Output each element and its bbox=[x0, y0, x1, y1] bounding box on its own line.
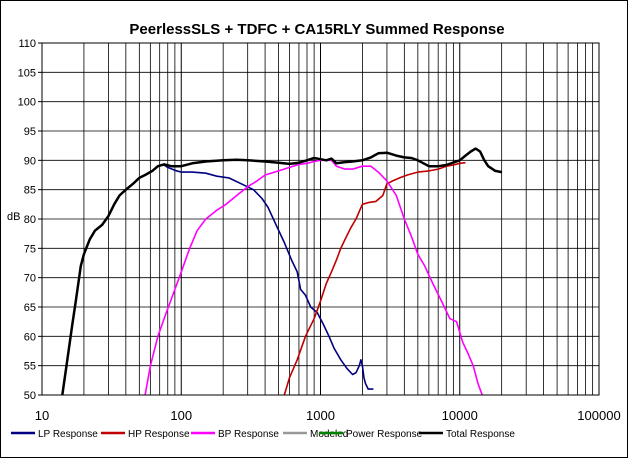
total-response-line bbox=[61, 147, 502, 395]
gridlines bbox=[42, 43, 599, 395]
y-tick-label: 55 bbox=[24, 361, 36, 373]
y-tick-label: 60 bbox=[24, 331, 36, 343]
legend: LP Response HP Response BP Response Modeled… bbox=[11, 429, 515, 440]
x-tick-label: 100000 bbox=[577, 408, 620, 423]
y-tick-label: 100 bbox=[18, 97, 36, 109]
legend-label-power-response: Power Response bbox=[346, 429, 423, 440]
y-tick-label: 105 bbox=[18, 67, 36, 79]
chart-title: PeerlessSLS + TDFC + CA15RLY Summed Resp… bbox=[129, 21, 504, 38]
y-tick-label: 95 bbox=[24, 126, 36, 138]
x-tick-label: 10 bbox=[35, 408, 49, 423]
legend-label-hp-response: HP Response bbox=[128, 429, 190, 440]
y-tick-label: 75 bbox=[24, 243, 36, 255]
legend-label-modeled: Modeled bbox=[310, 429, 348, 440]
y-tick-label: 85 bbox=[24, 185, 36, 197]
y-tick-label: 70 bbox=[24, 273, 36, 285]
x-tick-label: 1000 bbox=[306, 408, 335, 423]
legend-label-bp-response: BP Response bbox=[218, 429, 279, 440]
y-axis-ticks: 50 55 60 65 70 75 80 85 90 95 100 105 110 bbox=[18, 38, 42, 402]
series-lines bbox=[61, 147, 502, 395]
x-axis-ticks: 10 100 1000 10000 100000 bbox=[35, 408, 621, 423]
y-tick-label: 90 bbox=[24, 155, 36, 167]
y-tick-label: 50 bbox=[24, 390, 36, 402]
y-tick-label: 80 bbox=[24, 214, 36, 226]
y-tick-label: 110 bbox=[18, 38, 36, 50]
x-tick-label: 100 bbox=[170, 408, 192, 423]
x-tick-label: 10000 bbox=[442, 408, 478, 423]
y-axis-label: dB bbox=[7, 211, 20, 223]
legend-label-lp-response: LP Response bbox=[38, 429, 98, 440]
legend-label-total-response: Total Response bbox=[446, 429, 515, 440]
y-tick-label: 65 bbox=[24, 302, 36, 314]
hp-response-line bbox=[283, 161, 466, 395]
